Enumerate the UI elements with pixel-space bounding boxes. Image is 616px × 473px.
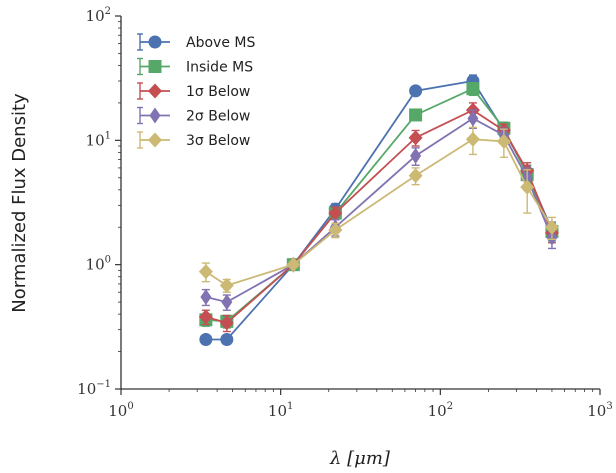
data-point (198, 264, 213, 280)
y-tick-label: 10−1 (77, 379, 111, 398)
plot-area (198, 74, 559, 347)
data-point (496, 133, 511, 149)
y-tick-label: 102 (86, 6, 111, 25)
data-point (286, 257, 301, 273)
data-point (198, 309, 213, 325)
series-line (205, 80, 553, 341)
y-tick-label: 100 (86, 255, 111, 274)
legend-label: 3σ Below (186, 133, 250, 149)
data-point (219, 277, 234, 293)
axes (120, 16, 600, 390)
series-inside-ms (199, 82, 559, 329)
legend-label: Inside MS (186, 60, 253, 76)
y-axis-label: Normalized Flux Density (9, 93, 30, 313)
y-tick-label: 101 (86, 130, 111, 149)
data-point (219, 315, 234, 331)
legend-marker (149, 107, 161, 124)
x-tick-label: 102 (428, 401, 453, 420)
data-point (220, 333, 234, 347)
data-point (409, 84, 423, 98)
data-point (467, 110, 479, 127)
legend-marker (148, 60, 162, 73)
series-above-ms (199, 74, 559, 347)
data-point (408, 168, 423, 184)
x-tick-label: 103 (587, 401, 612, 420)
data-point (466, 82, 480, 96)
data-point (328, 205, 343, 221)
x-axis-label: λ [μm] (329, 448, 391, 469)
legend-marker (148, 35, 162, 49)
legend-marker (148, 83, 162, 99)
series-3-below (198, 126, 559, 293)
data-point (199, 333, 213, 347)
data-point (465, 131, 480, 147)
legend-label: 2σ Below (186, 109, 250, 125)
data-point (410, 147, 422, 164)
legend: Above MS Inside MS 1σ Below 2σ Below 3σ Belo… (137, 33, 255, 149)
data-point (520, 179, 535, 195)
data-point (408, 130, 423, 146)
legend-label: Above MS (186, 35, 255, 51)
x-tick-label: 101 (268, 401, 293, 420)
data-point (200, 288, 212, 305)
x-tick-label: 100 (108, 401, 133, 420)
data-point (409, 108, 423, 122)
data-point (221, 294, 233, 311)
data-point (328, 222, 343, 238)
legend-marker (148, 132, 162, 148)
ticks: 100 101 102 103 10−1 100 101 102 (77, 6, 613, 420)
data-point (544, 219, 559, 235)
legend-label: 1σ Below (186, 84, 250, 100)
